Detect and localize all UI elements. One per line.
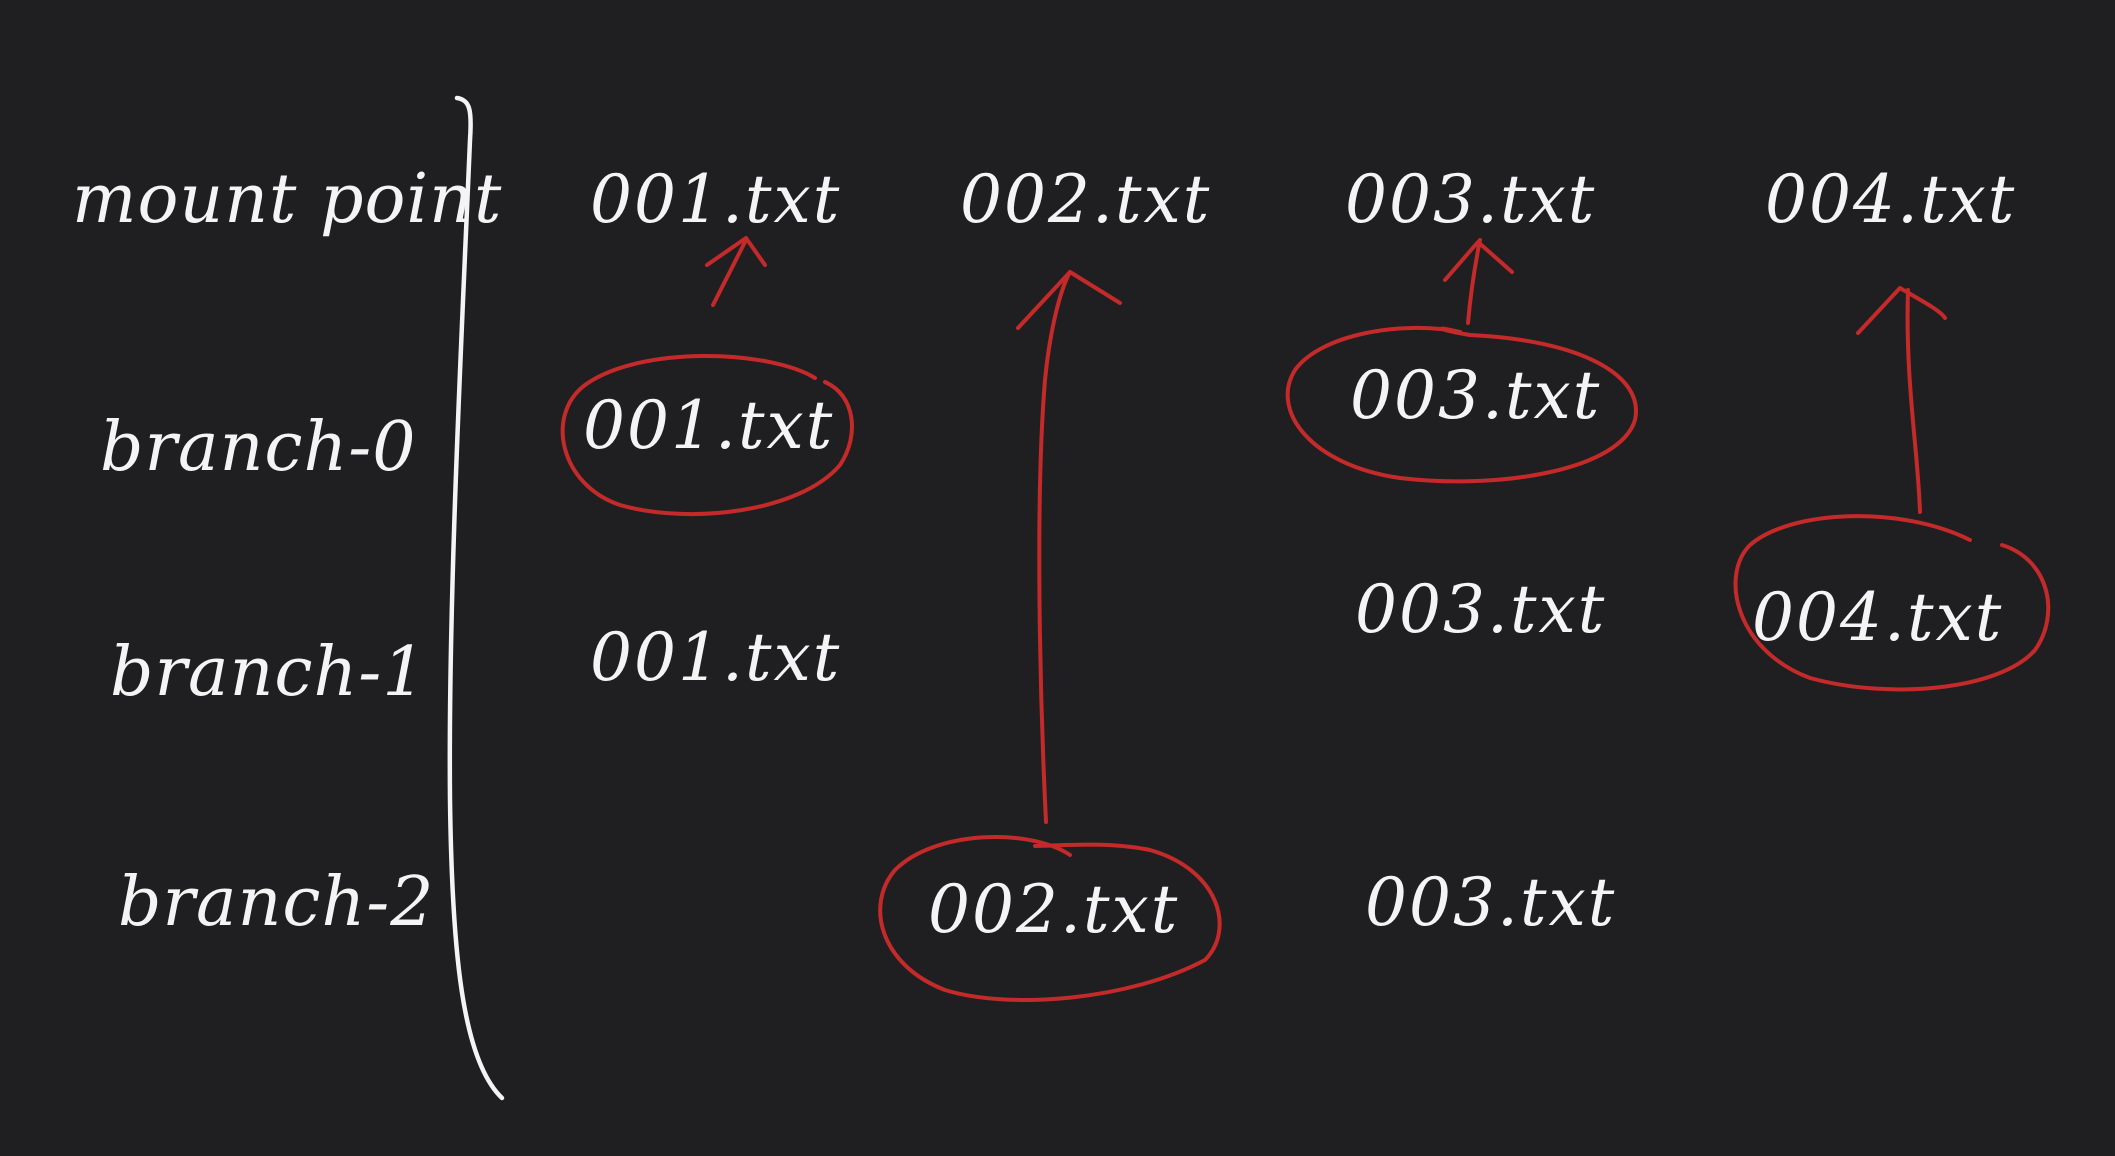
branch-1-file-001: 001.txt [590,619,841,696]
mount-file-001: 001.txt [590,161,841,238]
separator-line [447,95,505,1101]
branch-2-file-002: 002.txt [928,871,1179,948]
row-label-branch-0: branch-0 [100,408,417,487]
arrow-004-to-mount [1856,286,1947,514]
mount-file-004: 004.txt [1765,161,2016,238]
branch-0-file-003: 003.txt [1350,357,1601,434]
branch-1-file-003: 003.txt [1355,571,1606,648]
highlight-circle-001 [560,354,854,517]
highlight-circle-003 [1285,325,1638,484]
highlight-circle-004 [1733,514,2051,692]
arrow-001-to-mount [705,236,767,307]
row-label-branch-1: branch-1 [110,633,427,712]
arrow-003-to-mount [1443,238,1514,325]
row-label-mount-point: mount point [72,160,502,239]
arrow-002-to-mount [1016,270,1122,824]
branch-2-file-003: 003.txt [1365,864,1616,941]
branch-0-file-001: 001.txt [583,387,834,464]
row-label-branch-2: branch-2 [118,863,435,942]
mount-file-003: 003.txt [1345,161,1596,238]
branch-1-file-004: 004.txt [1752,579,2003,656]
highlight-circle-002 [878,835,1222,1002]
mount-file-002: 002.txt [960,161,1211,238]
